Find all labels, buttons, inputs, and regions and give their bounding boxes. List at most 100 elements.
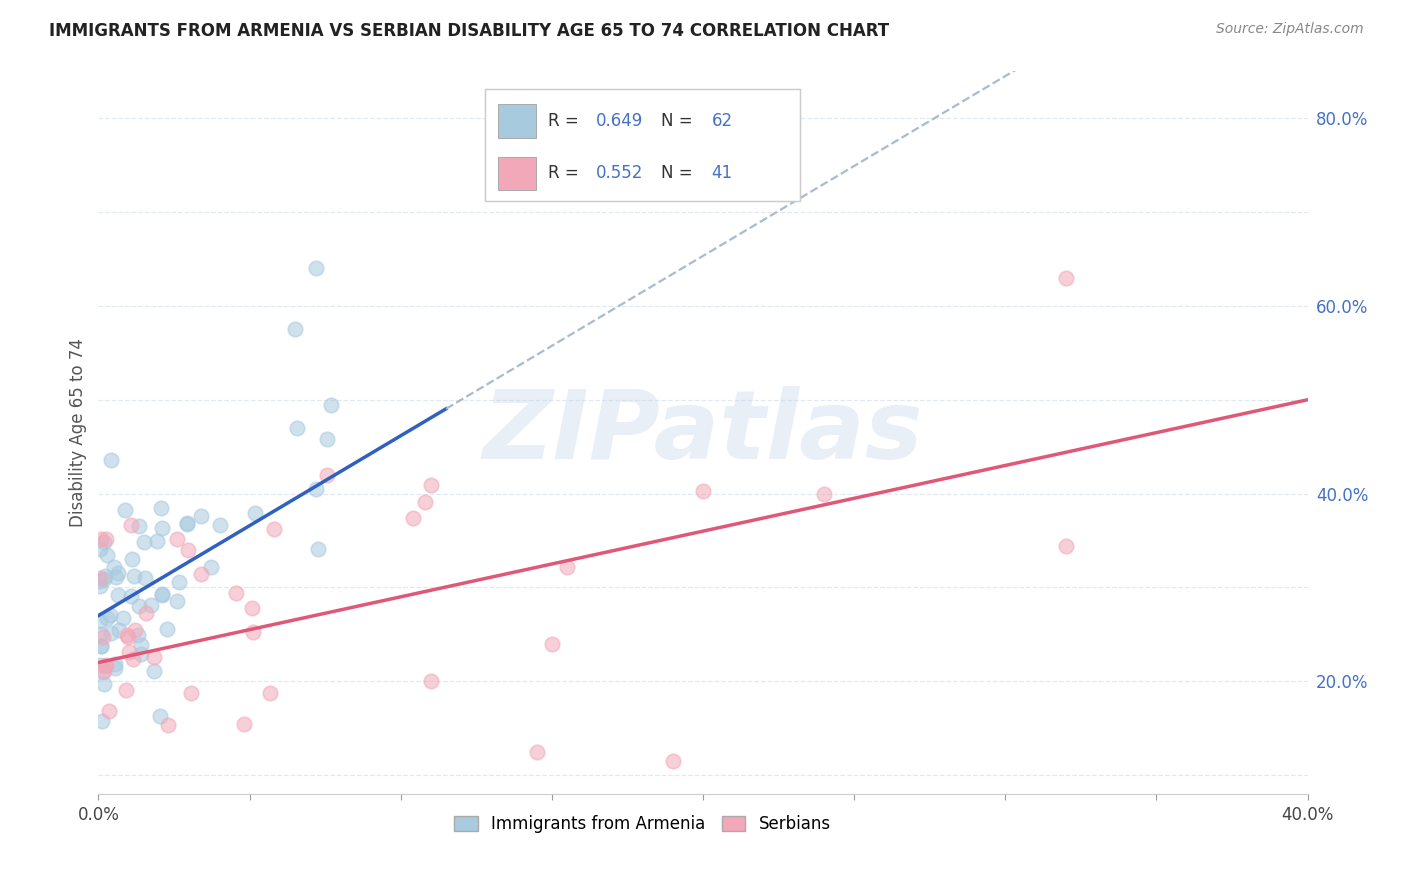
Point: [98, 607, 121, 622]
Point: [107, 588, 129, 602]
Point: [90, 626, 112, 640]
Point: [1054, 539, 1077, 553]
Point: [89, 579, 111, 593]
Point: [94, 568, 117, 582]
Point: [243, 506, 266, 520]
Point: [146, 534, 169, 549]
Point: [180, 685, 202, 699]
Text: Source: ZipAtlas.com: Source: ZipAtlas.com: [1216, 22, 1364, 37]
Point: [200, 560, 222, 574]
Point: [94, 532, 117, 546]
Point: [96, 548, 118, 562]
Legend: Immigrants from Armenia, Serbians: Immigrants from Armenia, Serbians: [447, 808, 838, 839]
Point: [90, 639, 112, 653]
Point: [526, 745, 548, 759]
Point: [157, 718, 180, 732]
Point: [208, 518, 231, 533]
Point: [1054, 270, 1077, 285]
Point: [89, 571, 111, 585]
Point: [150, 588, 173, 602]
Point: [166, 594, 188, 608]
Point: [93, 630, 115, 644]
Point: [104, 661, 127, 675]
Point: [93, 677, 115, 691]
Point: [105, 569, 128, 583]
Point: [114, 502, 136, 516]
Point: [120, 518, 142, 533]
Point: [143, 649, 166, 664]
Point: [90, 533, 112, 547]
Point: [225, 585, 247, 599]
Point: [129, 647, 152, 661]
Point: [93, 573, 115, 587]
Point: [813, 487, 835, 501]
Point: [150, 501, 173, 516]
Point: [120, 589, 142, 603]
Point: [96, 611, 118, 625]
Point: [176, 516, 198, 530]
Point: [135, 606, 157, 620]
Point: [91, 714, 114, 729]
Point: [107, 566, 129, 580]
Point: [122, 652, 145, 666]
Point: [93, 534, 115, 549]
Point: [100, 453, 122, 467]
Point: [401, 511, 423, 525]
Point: [112, 610, 135, 624]
Point: [117, 645, 139, 659]
Point: [316, 433, 339, 447]
Point: [166, 533, 188, 547]
Point: [96, 658, 118, 673]
Point: [89, 541, 111, 556]
Point: [259, 686, 281, 700]
Point: [115, 682, 138, 697]
Point: [540, 637, 562, 651]
Point: [176, 516, 198, 531]
Point: [91, 665, 114, 679]
Point: [124, 624, 146, 638]
Point: [107, 623, 129, 637]
Point: [121, 552, 143, 566]
Point: [127, 628, 149, 642]
Point: [413, 494, 436, 508]
Point: [98, 704, 121, 718]
Point: [232, 716, 254, 731]
Point: [103, 560, 125, 574]
Point: [319, 399, 342, 413]
Text: ZIPatlas: ZIPatlas: [482, 386, 924, 479]
Point: [150, 521, 173, 535]
Point: [190, 508, 212, 523]
Point: [156, 622, 179, 636]
Point: [167, 575, 190, 590]
Point: [89, 658, 111, 673]
Point: [141, 598, 163, 612]
Point: [242, 624, 264, 639]
Point: [284, 322, 307, 336]
Point: [305, 261, 328, 276]
Point: [176, 543, 198, 558]
Point: [122, 569, 145, 583]
Point: [93, 664, 115, 678]
Point: [142, 665, 165, 679]
Point: [305, 483, 328, 497]
Point: [89, 574, 111, 588]
Point: [661, 754, 683, 768]
Point: [134, 571, 156, 585]
Text: IMMIGRANTS FROM ARMENIA VS SERBIAN DISABILITY AGE 65 TO 74 CORRELATION CHART: IMMIGRANTS FROM ARMENIA VS SERBIAN DISAB…: [49, 22, 890, 40]
Point: [263, 522, 285, 536]
Point: [104, 657, 127, 672]
Point: [128, 599, 150, 613]
Point: [117, 631, 139, 645]
Point: [420, 674, 443, 689]
Point: [94, 659, 117, 673]
Point: [190, 567, 212, 582]
Point: [100, 626, 122, 640]
Point: [115, 627, 138, 641]
Point: [419, 478, 441, 492]
Point: [285, 421, 308, 435]
Point: [150, 587, 173, 601]
Point: [129, 638, 152, 652]
Point: [315, 467, 337, 482]
Point: [90, 639, 112, 653]
Point: [128, 519, 150, 533]
